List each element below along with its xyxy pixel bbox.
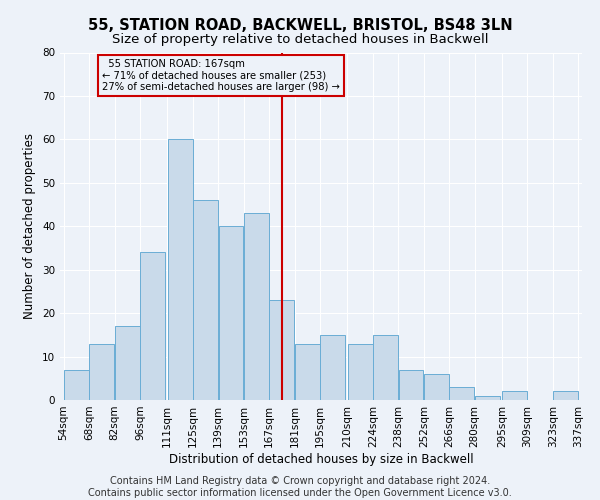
Bar (64, 370, 89, 400)
Bar (553, 392, 578, 400)
Bar (347, 344, 373, 400)
Bar (424, 374, 449, 400)
Bar (373, 335, 398, 400)
Bar (167, 140, 193, 400)
X-axis label: Distribution of detached houses by size in Backwell: Distribution of detached houses by size … (169, 452, 473, 466)
Bar (449, 387, 475, 400)
Bar (115, 326, 140, 400)
Bar (295, 344, 320, 400)
Text: 55 STATION ROAD: 167sqm
← 71% of detached houses are smaller (253)
27% of semi-d: 55 STATION ROAD: 167sqm ← 71% of detache… (102, 59, 340, 92)
Text: 55, STATION ROAD, BACKWELL, BRISTOL, BS48 3LN: 55, STATION ROAD, BACKWELL, BRISTOL, BS4… (88, 18, 512, 32)
Bar (475, 396, 500, 400)
Bar (89, 344, 114, 400)
Bar (140, 252, 165, 400)
Text: Contains HM Land Registry data © Crown copyright and database right 2024.
Contai: Contains HM Land Registry data © Crown c… (88, 476, 512, 498)
Bar (398, 370, 424, 400)
Bar (320, 335, 345, 400)
Text: Size of property relative to detached houses in Backwell: Size of property relative to detached ho… (112, 32, 488, 46)
Y-axis label: Number of detached properties: Number of detached properties (23, 133, 37, 320)
Bar (193, 200, 218, 400)
Bar (218, 226, 244, 400)
Bar (502, 392, 527, 400)
Bar (244, 213, 269, 400)
Bar (269, 300, 295, 400)
